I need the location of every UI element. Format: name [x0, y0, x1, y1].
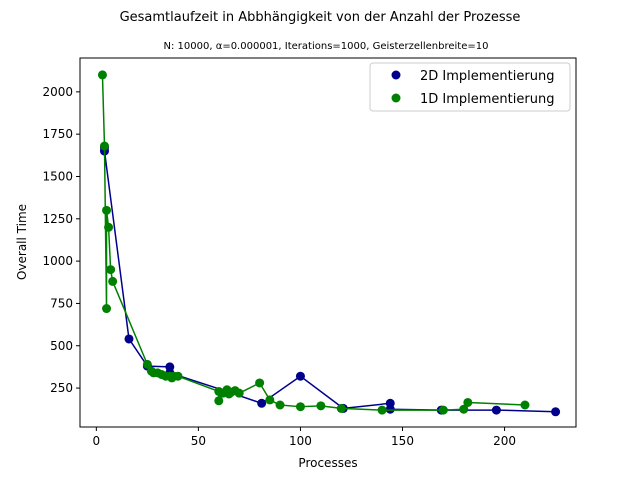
data-point-1d: [463, 397, 473, 407]
y-tick-label: 1000: [42, 254, 73, 268]
data-point-1d: [99, 141, 109, 151]
data-point-1d: [173, 371, 183, 381]
data-point-2d: [257, 398, 267, 408]
plot-area: [97, 70, 561, 417]
data-point-1d: [255, 378, 265, 388]
data-point-1d: [106, 265, 116, 275]
data-point-2d: [491, 405, 501, 415]
x-axis-ticks: 0 50 100 150 200: [93, 427, 516, 448]
data-point-1d: [104, 222, 114, 232]
data-point-1d: [265, 395, 275, 405]
data-point-2d: [385, 404, 395, 414]
data-point-2d: [295, 371, 305, 381]
y-tick-label: 1250: [42, 212, 73, 226]
data-point-1d: [520, 400, 530, 410]
data-point-1d: [142, 359, 152, 369]
y-axis-label: Overall Time: [15, 204, 29, 280]
data-point-1d: [102, 205, 112, 215]
chart-subtitle: N: 10000, α=0.000001, Iterations=1000, G…: [164, 41, 489, 52]
data-point-1d: [438, 405, 448, 415]
legend-label-1d: 1D Implementierung: [420, 92, 554, 107]
data-point-1d: [459, 404, 469, 414]
y-tick-label: 500: [50, 339, 73, 353]
y-tick-label: 1750: [42, 127, 73, 141]
y-tick-label: 1500: [42, 169, 73, 183]
legend-marker-2d: [391, 70, 401, 80]
data-point-1d: [336, 403, 346, 413]
legend-label-2d: 2D Implementierung: [420, 69, 554, 84]
legend-marker-1d: [391, 93, 401, 103]
x-tick-label: 200: [493, 434, 516, 448]
x-tick-label: 0: [93, 434, 101, 448]
data-point-2d: [551, 407, 561, 417]
legend-box: [369, 62, 571, 112]
data-point-1d: [295, 402, 305, 412]
chart-title: Gesamtlaufzeit in Abbhängigkeit von der …: [120, 10, 521, 25]
legend: 2D Implementierung 1D Implementierung: [369, 62, 571, 112]
y-tick-label: 2000: [42, 85, 73, 99]
data-point-2d: [124, 334, 134, 344]
y-axis-ticks: 250 500 750 1000 1250 1500 1750 2000: [42, 85, 80, 395]
x-axis-label: Processes: [298, 456, 357, 470]
data-point-1d: [377, 405, 387, 415]
x-tick-label: 50: [191, 434, 206, 448]
data-point-1d: [97, 70, 107, 80]
data-point-1d: [214, 396, 224, 406]
x-tick-label: 100: [289, 434, 312, 448]
data-point-1d: [275, 400, 285, 410]
y-tick-label: 250: [50, 381, 73, 395]
y-tick-label: 750: [50, 296, 73, 310]
x-tick-label: 150: [391, 434, 414, 448]
series-1d: [97, 70, 530, 415]
data-point-1d: [316, 401, 326, 411]
data-point-1d: [234, 388, 244, 398]
data-point-1d: [102, 304, 112, 314]
data-point-1d: [108, 276, 118, 286]
plot-frame: [79, 57, 577, 428]
